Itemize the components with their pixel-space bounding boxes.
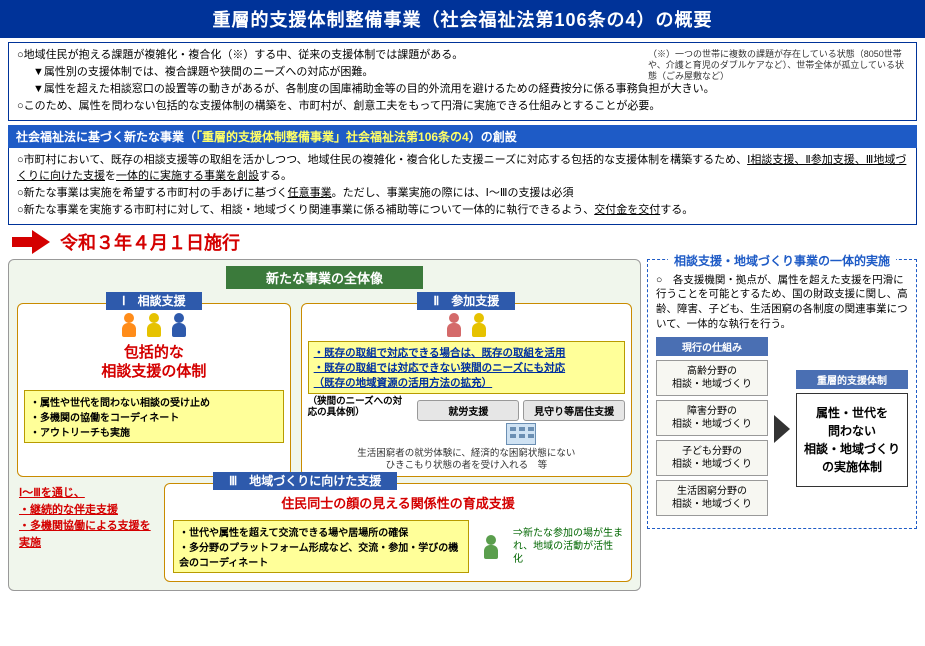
c2: ・多機関の協働をコーディネート xyxy=(30,409,278,424)
pillar1-pane: Ⅰ 相談支援 包括的な 相談支援の体制 ・属性や世代を問わない相談の受け止め ・… xyxy=(17,303,291,478)
chip-employment: 就労支援 xyxy=(417,400,519,421)
box2-l1: ○市町村において、既存の相談支援等の取組を活かしつつ、地域住民の複雑化・複合化し… xyxy=(17,153,908,185)
box2-l3b: 交付金を交付 xyxy=(594,204,660,216)
diagram-panel: 新たな事業の全体像 Ⅰ 相談支援 包括的な 相談支援の体制 ・属性や世代を問わな… xyxy=(8,259,641,592)
person-icon xyxy=(445,313,463,337)
box2-l2: ○新たな事業は実施を希望する市町村の手あげに基づく任意事業。ただし、事業実施の際… xyxy=(17,186,908,202)
red-note: Ⅰ～Ⅲを通じ、 ・継続的な伴走支援 ・多機関協働による支援を実施 xyxy=(19,485,154,551)
chip-head: （狭間のニーズへの対応の具体例） xyxy=(308,396,412,419)
r2: ・継続的な伴走支援 xyxy=(19,502,154,519)
box2-l1a: ○市町村において、既存の相談支援等の取組を活かしつつ、地域住民の複雑化・複合化し… xyxy=(17,154,747,166)
big-cell: 属性・世代を 問わない 相談・地域づくりの実施体制 xyxy=(796,393,908,487)
building-icon xyxy=(506,423,536,445)
sub-pre: 社会福祉法に基づく新たな事業（ xyxy=(16,130,196,144)
box2-l1d: 一体的に実施する事業を創設 xyxy=(116,170,259,182)
sub-title: 社会福祉法に基づく新たな事業（「重層的支援体制整備事業」社会福祉法第106条の4… xyxy=(8,125,917,148)
pillar3-tab: Ⅲ 地域づくりに向けた支援 xyxy=(213,472,397,490)
cell-disability: 障害分野の 相談・地域づくり xyxy=(656,400,768,436)
person-icon xyxy=(482,535,500,559)
triangle-icon xyxy=(774,415,790,443)
intro-box: （※）一つの世帯に複数の課題が存在している状態（8050世帯や、介護と育児のダブ… xyxy=(8,42,917,121)
pillar2-tab: Ⅱ 参加支援 xyxy=(417,292,515,310)
pillar1-icons xyxy=(24,313,284,337)
side-box: 相談支援・地域づくり事業の一体的実施 ○ 各支援機関・拠点が、属性を超えた支援を… xyxy=(647,259,917,530)
pillar2-pane: Ⅱ 参加支援 ・既存の取組で対応できる場合は、既存の取組を活用 ・既存の取組では… xyxy=(301,303,632,478)
support-mini: ・既存の取組で対応できる場合は、既存の取組を活用 ・既存の取組では対応できない狭… xyxy=(308,341,625,394)
pillar3-note: ⇒新たな参加の場が生まれ、地域の活動が活性化 xyxy=(513,527,623,566)
consult-title: 包括的な 相談支援の体制 xyxy=(24,343,284,382)
pillar3-title: 住民同士の顔の見える関係性の育成支援 xyxy=(173,493,623,512)
cell-children: 子ども分野の 相談・地域づくり xyxy=(656,440,768,476)
box2-l3a: ○新たな事業を実施する市町村に対して、相談・地域づくり関連事業に係る補助等につい… xyxy=(17,204,594,216)
pillar3-pane: Ⅲ 地域づくりに向けた支援 住民同士の顔の見える関係性の育成支援 ・世代や属性を… xyxy=(164,483,632,582)
sub-mid: 「重層的支援体制整備事業」社会福祉法第106条の4 xyxy=(196,130,469,144)
box2-l2c: 。ただし、事業実施の際には、Ⅰ～Ⅲの支援は必須 xyxy=(332,187,574,199)
consult-mini: ・属性や世代を問わない相談の受け止め ・多機関の協働をコーディネート ・アウトリ… xyxy=(24,390,284,443)
p3b: ・多分野のプラットフォーム形成など、交流・参加・学びの機会のコーディネート xyxy=(179,539,463,569)
intro-l1b: ▼属性を超えた相談窓口の設置等の動きがあるが、各制度の国庫補助金等の目的外流用を… xyxy=(17,82,908,98)
box2-l1e: する。 xyxy=(259,170,292,182)
intro-l2: ○このため、属性を問わない包括的な支援体制の構築を、市町村が、創意工夫をもって円… xyxy=(17,99,908,115)
sub-post: ）の創設 xyxy=(469,130,517,144)
r1: Ⅰ～Ⅲを通じ、 xyxy=(19,485,154,502)
chip-housing: 見守り等居住支援 xyxy=(523,400,625,421)
pillar1-tab: Ⅰ 相談支援 xyxy=(106,292,202,310)
enforce-date: 令和３年４月１日施行 xyxy=(60,229,240,255)
side-title: 相談支援・地域づくり事業の一体的実施 xyxy=(668,252,896,269)
s1: ・既存の取組で対応できる場合は、既存の取組を活用 xyxy=(314,345,619,360)
col-current-head: 現行の仕組み xyxy=(656,337,768,356)
p3a: ・世代や属性を超えて交流できる場や居場所の確保 xyxy=(179,524,463,539)
side-text: ○ 各支援機関・拠点が、属性を超えた支援を円滑に行うことを可能とするため、国の財… xyxy=(656,273,908,332)
pillar3-mini: ・世代や属性を超えて交流できる場や居場所の確保 ・多分野のプラットフォーム形成な… xyxy=(173,520,469,573)
c3: ・アウトリーチも実施 xyxy=(30,424,278,439)
s-small: 生活困窮者の就労体験に、経済的な困窮状態にない ひきこもり状態の者を受け入れる … xyxy=(308,448,625,473)
arrow-icon xyxy=(12,230,52,254)
cell-elder: 高齢分野の 相談・地域づくり xyxy=(656,360,768,396)
s2: ・既存の取組では対応できない狭間のニーズにも対応 （既存の地域資源の活用方法の拡… xyxy=(314,360,619,390)
col-new: 重層的支援体制 属性・世代を 問わない 相談・地域づくりの実施体制 xyxy=(796,370,908,487)
diagram-title: 新たな事業の全体像 xyxy=(226,266,423,289)
box2-l2b: 任意事業 xyxy=(288,187,332,199)
cell-poverty: 生活困窮分野の 相談・地域づくり xyxy=(656,480,768,516)
box2-l3c: する。 xyxy=(660,204,693,216)
box2-l3: ○新たな事業を実施する市町村に対して、相談・地域づくり関連事業に係る補助等につい… xyxy=(17,203,908,219)
intro-note: （※）一つの世帯に複数の課題が存在している状態（8050世帯や、介護と育児のダブ… xyxy=(648,49,908,81)
side-panel: 相談支援・地域づくり事業の一体的実施 ○ 各支援機関・拠点が、属性を超えた支援を… xyxy=(647,259,917,592)
person-icon xyxy=(145,313,163,337)
col-current: 現行の仕組み 高齢分野の 相談・地域づくり 障害分野の 相談・地域づくり 子ども… xyxy=(656,337,768,520)
compare-area: 現行の仕組み 高齢分野の 相談・地域づくり 障害分野の 相談・地域づくり 子ども… xyxy=(656,337,908,520)
c1: ・属性や世代を問わない相談の受け止め xyxy=(30,394,278,409)
box2-l1c: を xyxy=(105,170,116,182)
box2-l2a: ○新たな事業は実施を希望する市町村の手あげに基づく xyxy=(17,187,288,199)
person-icon xyxy=(170,313,188,337)
person-icon xyxy=(120,313,138,337)
box2: ○市町村において、既存の相談支援等の取組を活かしつつ、地域住民の複雑化・複合化し… xyxy=(8,148,917,225)
r3: ・多機関協働による支援を実施 xyxy=(19,518,154,551)
col-new-head: 重層的支援体制 xyxy=(796,370,908,389)
person-icon xyxy=(470,313,488,337)
page-title: 重層的支援体制整備事業（社会福祉法第106条の4）の概要 xyxy=(0,0,925,38)
pillar2-icons xyxy=(308,313,625,337)
